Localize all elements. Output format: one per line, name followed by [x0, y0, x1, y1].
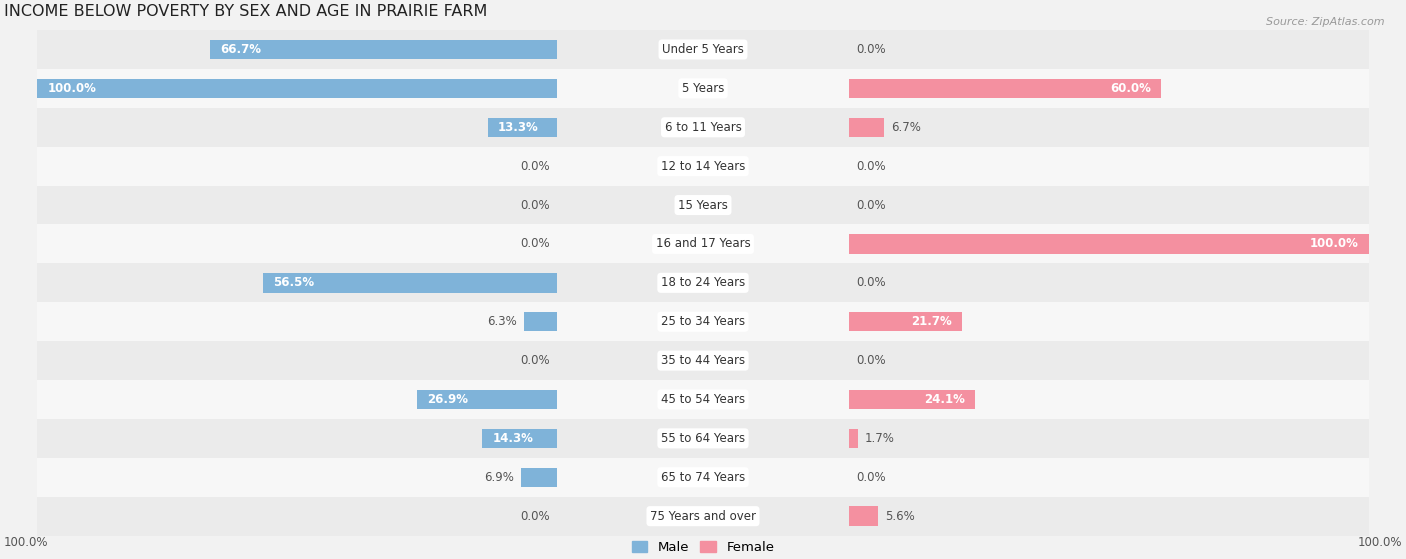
- Bar: [38, 108, 1368, 146]
- Bar: [38, 497, 1368, 536]
- Bar: [38, 458, 1368, 497]
- Text: 13.3%: 13.3%: [498, 121, 538, 134]
- Text: 15 Years: 15 Years: [678, 198, 728, 211]
- Text: 75 Years and over: 75 Years and over: [650, 510, 756, 523]
- Bar: [263, 273, 557, 292]
- Text: 35 to 44 Years: 35 to 44 Years: [661, 354, 745, 367]
- Text: 100.0%: 100.0%: [1310, 238, 1358, 250]
- Text: 45 to 54 Years: 45 to 54 Years: [661, 393, 745, 406]
- Text: 6.7%: 6.7%: [891, 121, 921, 134]
- Bar: [38, 79, 557, 98]
- Bar: [38, 263, 1368, 302]
- Bar: [38, 30, 1368, 69]
- Text: 5.6%: 5.6%: [886, 510, 915, 523]
- Bar: [38, 146, 1368, 186]
- Text: 0.0%: 0.0%: [856, 276, 886, 290]
- Text: 65 to 74 Years: 65 to 74 Years: [661, 471, 745, 484]
- Text: 100.0%: 100.0%: [48, 82, 96, 95]
- Bar: [211, 40, 557, 59]
- Bar: [38, 302, 1368, 341]
- Text: 100.0%: 100.0%: [1357, 537, 1402, 549]
- Text: 12 to 14 Years: 12 to 14 Years: [661, 160, 745, 173]
- Text: INCOME BELOW POVERTY BY SEX AND AGE IN PRAIRIE FARM: INCOME BELOW POVERTY BY SEX AND AGE IN P…: [4, 4, 488, 19]
- Text: 0.0%: 0.0%: [856, 43, 886, 56]
- Bar: [849, 79, 1161, 98]
- Text: 0.0%: 0.0%: [520, 238, 550, 250]
- Bar: [38, 419, 1368, 458]
- Text: 26.9%: 26.9%: [427, 393, 468, 406]
- Text: 1.7%: 1.7%: [865, 432, 894, 445]
- Text: 25 to 34 Years: 25 to 34 Years: [661, 315, 745, 328]
- Legend: Male, Female: Male, Female: [626, 536, 780, 559]
- Bar: [38, 225, 1368, 263]
- Bar: [38, 69, 1368, 108]
- Bar: [38, 186, 1368, 225]
- Text: 18 to 24 Years: 18 to 24 Years: [661, 276, 745, 290]
- Text: 5 Years: 5 Years: [682, 82, 724, 95]
- Text: 0.0%: 0.0%: [856, 160, 886, 173]
- Text: 66.7%: 66.7%: [221, 43, 262, 56]
- Bar: [849, 429, 858, 448]
- Text: 0.0%: 0.0%: [856, 354, 886, 367]
- Bar: [849, 312, 962, 331]
- Text: 100.0%: 100.0%: [4, 537, 49, 549]
- Bar: [38, 380, 1368, 419]
- Text: Source: ZipAtlas.com: Source: ZipAtlas.com: [1267, 17, 1385, 27]
- Text: 6.3%: 6.3%: [488, 315, 517, 328]
- Text: 6.9%: 6.9%: [484, 471, 515, 484]
- Text: 56.5%: 56.5%: [273, 276, 315, 290]
- Bar: [520, 467, 557, 487]
- Text: 55 to 64 Years: 55 to 64 Years: [661, 432, 745, 445]
- Bar: [849, 117, 884, 137]
- Text: 0.0%: 0.0%: [520, 510, 550, 523]
- Text: 0.0%: 0.0%: [856, 471, 886, 484]
- Text: 0.0%: 0.0%: [520, 354, 550, 367]
- Bar: [849, 234, 1368, 254]
- Text: 16 and 17 Years: 16 and 17 Years: [655, 238, 751, 250]
- Bar: [849, 390, 974, 409]
- Text: 60.0%: 60.0%: [1111, 82, 1152, 95]
- Bar: [38, 341, 1368, 380]
- Text: 0.0%: 0.0%: [856, 198, 886, 211]
- Bar: [849, 506, 879, 526]
- Text: 0.0%: 0.0%: [520, 198, 550, 211]
- Bar: [418, 390, 557, 409]
- Text: 6 to 11 Years: 6 to 11 Years: [665, 121, 741, 134]
- Text: 14.3%: 14.3%: [492, 432, 533, 445]
- Bar: [482, 429, 557, 448]
- Bar: [524, 312, 557, 331]
- Bar: [488, 117, 557, 137]
- Text: 24.1%: 24.1%: [924, 393, 965, 406]
- Text: 21.7%: 21.7%: [911, 315, 952, 328]
- Text: 0.0%: 0.0%: [520, 160, 550, 173]
- Text: Under 5 Years: Under 5 Years: [662, 43, 744, 56]
